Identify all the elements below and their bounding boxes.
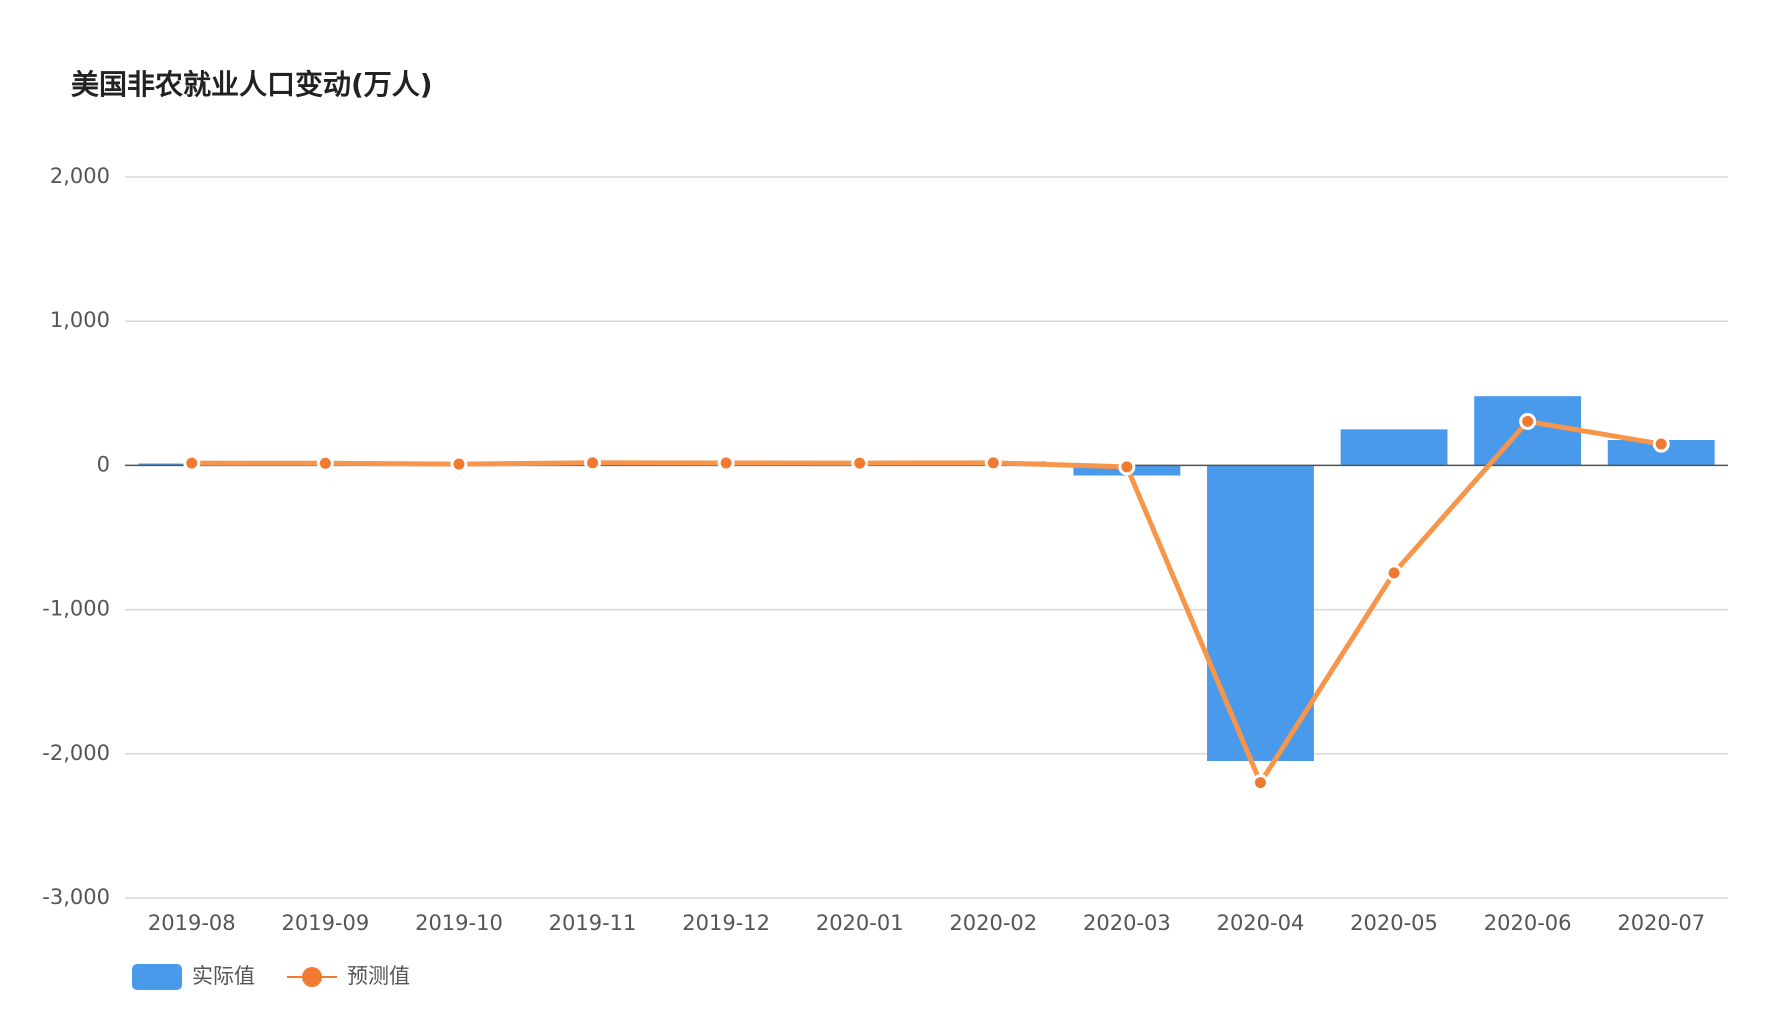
y-tick-label: -2,000 <box>42 741 110 765</box>
point <box>316 454 334 472</box>
x-tick-label: 2019-12 <box>682 911 770 935</box>
point <box>584 454 602 472</box>
y-tick-label: -1,000 <box>42 597 110 621</box>
point <box>1519 412 1537 430</box>
y-tick-label: 1,000 <box>50 308 110 332</box>
bar <box>1474 396 1582 466</box>
y-tick-label: 2,000 <box>50 164 110 188</box>
point <box>1385 564 1403 582</box>
point <box>851 454 869 472</box>
x-tick-label: 2019-10 <box>415 911 503 935</box>
legend-swatch <box>132 964 182 990</box>
x-tick-label: 2019-09 <box>282 911 370 935</box>
legend-label: 预测值 <box>347 964 410 988</box>
bar <box>1207 465 1314 762</box>
x-tick-label: 2020-04 <box>1217 911 1305 935</box>
x-tick-label: 2020-02 <box>949 911 1037 935</box>
point <box>984 454 1002 472</box>
point <box>717 454 735 472</box>
point <box>1251 774 1269 792</box>
point <box>1652 435 1670 453</box>
x-tick-label: 2020-05 <box>1350 911 1438 935</box>
x-tick-label: 2020-07 <box>1617 911 1705 935</box>
x-tick-label: 2020-01 <box>816 911 904 935</box>
x-tick-label: 2020-03 <box>1083 911 1171 935</box>
y-tick-label: -3,000 <box>42 885 110 909</box>
line <box>191 418 1662 786</box>
x-tick-label: 2020-06 <box>1484 911 1572 935</box>
bar <box>1340 429 1448 466</box>
chart-title: 美国非农就业人口变动(万人) <box>71 68 433 101</box>
point <box>1118 458 1136 476</box>
x-tick-label: 2019-11 <box>549 911 637 935</box>
point <box>183 454 201 472</box>
y-tick-label: 0 <box>97 452 110 476</box>
x-tick-label: 2019-08 <box>148 911 236 935</box>
legend-label: 实际值 <box>192 964 255 988</box>
point <box>450 455 468 473</box>
legend-swatch <box>302 967 322 987</box>
